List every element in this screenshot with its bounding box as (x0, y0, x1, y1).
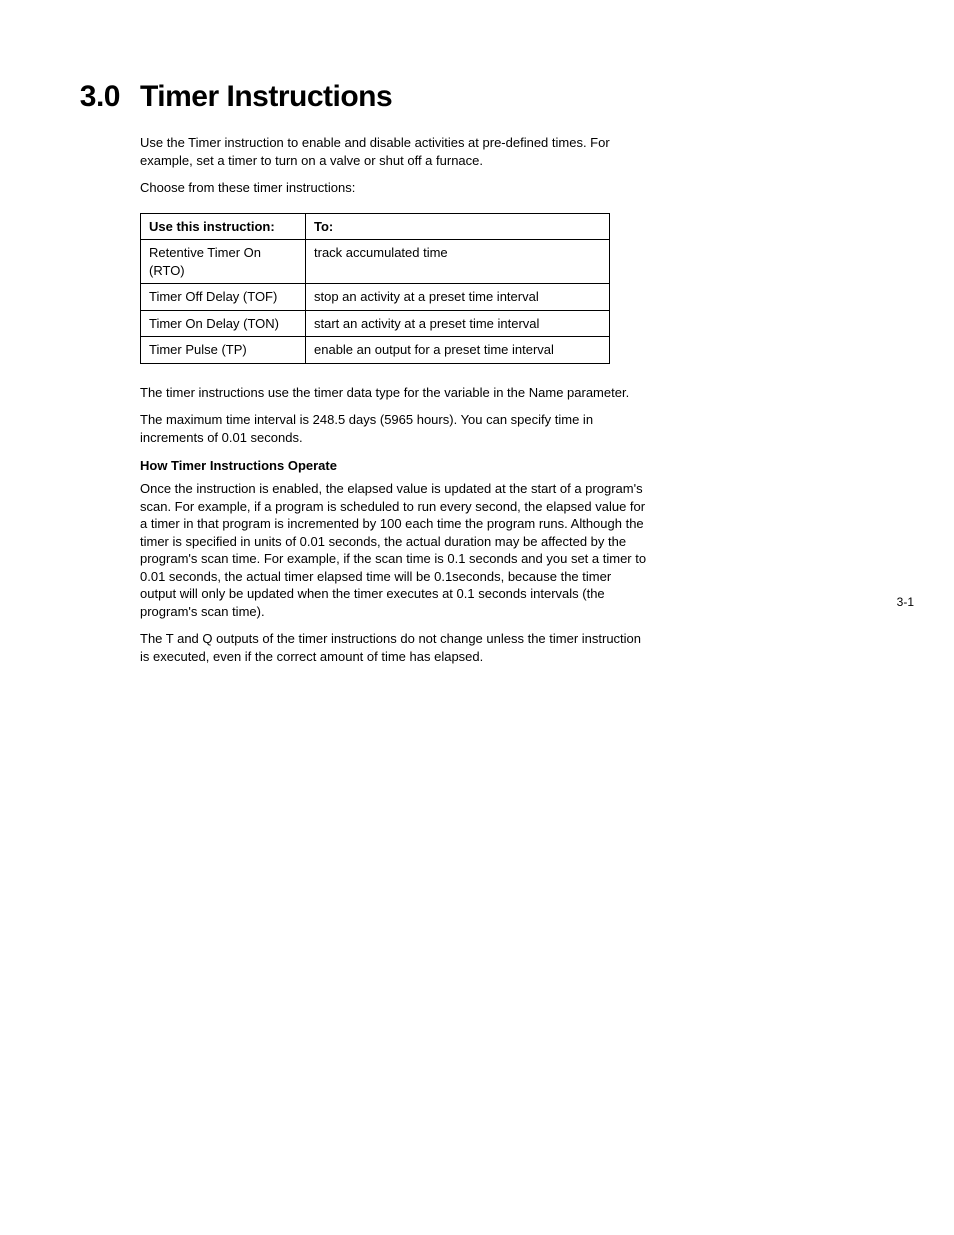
body-content: Use the Timer instruction to enable and … (140, 134, 650, 666)
table-header-to: To: (306, 213, 610, 240)
table-row: Timer Pulse (TP) enable an output for a … (141, 337, 610, 364)
table-cell-to: enable an output for a preset time inter… (306, 337, 610, 364)
page-number: 3-1 (897, 595, 914, 609)
after-table-paragraph-2: The maximum time interval is 248.5 days … (140, 411, 650, 446)
table-header-instruction: Use this instruction: (141, 213, 306, 240)
subheading: How Timer Instructions Operate (140, 457, 650, 475)
table-cell-instruction: Timer Off Delay (TOF) (141, 284, 306, 311)
table-cell-instruction: Retentive Timer On (RTO) (141, 240, 306, 284)
operation-paragraph-2: The T and Q outputs of the timer instruc… (140, 630, 650, 665)
intro-paragraph-2: Choose from these timer instructions: (140, 179, 650, 197)
table-header-row: Use this instruction: To: (141, 213, 610, 240)
section-heading: 3.0 Timer Instructions (60, 80, 894, 114)
operation-paragraph-1: Once the instruction is enabled, the ela… (140, 480, 650, 620)
document-page: 3.0 Timer Instructions Use the Timer ins… (0, 0, 954, 1235)
instruction-table: Use this instruction: To: Retentive Time… (140, 213, 610, 364)
table-cell-to: stop an activity at a preset time interv… (306, 284, 610, 311)
table-cell-instruction: Timer On Delay (TON) (141, 310, 306, 337)
table-cell-instruction: Timer Pulse (TP) (141, 337, 306, 364)
table-row: Retentive Timer On (RTO) track accumulat… (141, 240, 610, 284)
after-table-paragraph-1: The timer instructions use the timer dat… (140, 384, 650, 402)
table-cell-to: track accumulated time (306, 240, 610, 284)
table-row: Timer On Delay (TON) start an activity a… (141, 310, 610, 337)
section-number: 3.0 (60, 80, 140, 114)
section-title: Timer Instructions (140, 80, 392, 114)
table-row: Timer Off Delay (TOF) stop an activity a… (141, 284, 610, 311)
intro-paragraph-1: Use the Timer instruction to enable and … (140, 134, 650, 169)
table-cell-to: start an activity at a preset time inter… (306, 310, 610, 337)
